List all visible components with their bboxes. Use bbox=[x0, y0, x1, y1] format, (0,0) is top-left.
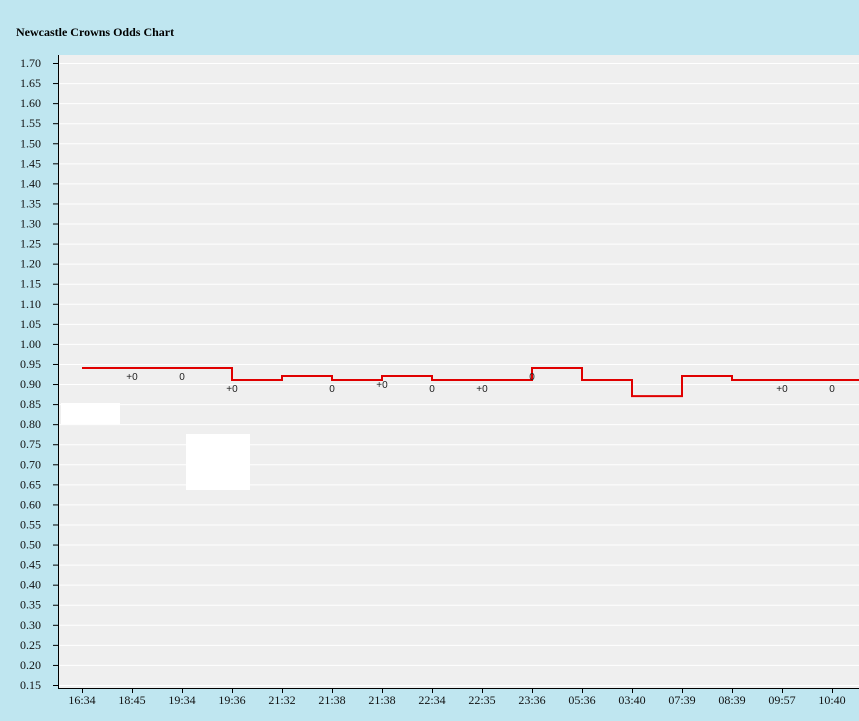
plot-area bbox=[58, 55, 859, 688]
x-tick-label: 09:57 bbox=[768, 693, 795, 707]
y-tick-label: 0.35 bbox=[20, 598, 41, 612]
x-tick-label: 05:36 bbox=[568, 693, 595, 707]
change-label: +0 bbox=[476, 384, 488, 395]
change-label: 0 bbox=[829, 384, 835, 395]
y-tick-label: 0.55 bbox=[20, 517, 41, 531]
y-tick-label: 0.40 bbox=[20, 578, 41, 592]
y-tick-label: 0.60 bbox=[20, 497, 41, 511]
x-tick-label: 21:32 bbox=[268, 693, 295, 707]
y-tick-label: 0.80 bbox=[20, 417, 41, 431]
x-tick-label: 16:34 bbox=[68, 693, 95, 707]
x-tick-label: 22:35 bbox=[468, 693, 495, 707]
y-tick-label: 0.70 bbox=[20, 457, 41, 471]
y-tick-label: 0.90 bbox=[20, 377, 41, 391]
y-tick-label: 1.70 bbox=[20, 56, 41, 70]
y-tick-label: 0.30 bbox=[20, 618, 41, 632]
y-tick-label: 1.25 bbox=[20, 237, 41, 251]
y-tick-label: 0.45 bbox=[20, 558, 41, 572]
x-tick-label: 19:34 bbox=[168, 693, 195, 707]
x-tick-label: 08:39 bbox=[718, 693, 745, 707]
change-label: 0 bbox=[429, 384, 435, 395]
y-tick-label: 0.95 bbox=[20, 357, 41, 371]
change-label: +0 bbox=[226, 384, 238, 395]
y-tick-label: 1.05 bbox=[20, 317, 41, 331]
odds-chart: 1.70 1.65 1.60 1.55 1.50 1.45 1.40 1.35 1.30 1.25… bbox=[20, 55, 859, 707]
change-label: +0 bbox=[126, 372, 138, 383]
y-tick-label: 1.45 bbox=[20, 156, 41, 170]
y-tick-label: 1.10 bbox=[20, 297, 41, 311]
y-tick-label: 1.65 bbox=[20, 76, 41, 90]
x-tick-label: 21:38 bbox=[318, 693, 345, 707]
y-tick-label: 0.25 bbox=[20, 638, 41, 652]
y-tick-label: 0.85 bbox=[20, 397, 41, 411]
x-tick-label: 03:40 bbox=[618, 693, 645, 707]
y-tick-label: 1.60 bbox=[20, 96, 41, 110]
odds-series-line bbox=[82, 366, 859, 398]
y-tick-label: 0.15 bbox=[20, 678, 41, 692]
change-label: +0 bbox=[776, 384, 788, 395]
x-tick-label: 18:45 bbox=[118, 693, 145, 707]
y-tick-label: 1.50 bbox=[20, 136, 41, 150]
y-tick-label: 1.20 bbox=[20, 257, 41, 271]
y-tick-label: 0.20 bbox=[20, 658, 41, 672]
chart-title: Newcastle Crowns Odds Chart bbox=[16, 25, 175, 39]
y-tick-label: 0.65 bbox=[20, 477, 41, 491]
x-tick-label: 21:38 bbox=[368, 693, 395, 707]
x-tick-label: 07:39 bbox=[668, 693, 695, 707]
y-tick-label: 1.55 bbox=[20, 116, 41, 130]
blank-patch bbox=[61, 403, 120, 424]
y-tick-label: 1.30 bbox=[20, 217, 41, 231]
x-tick-label: 22:34 bbox=[418, 693, 445, 707]
x-tick-label: 10:40 bbox=[818, 693, 845, 707]
y-tick-label: 1.35 bbox=[20, 196, 41, 210]
y-tick-label: 1.15 bbox=[20, 277, 41, 291]
change-label: 0 bbox=[179, 372, 185, 383]
y-tick-label: 0.50 bbox=[20, 538, 41, 552]
change-label: 0 bbox=[329, 384, 335, 395]
x-tick-label: 19:36 bbox=[218, 693, 245, 707]
y-tick-label: 0.75 bbox=[20, 437, 41, 451]
change-label: +0 bbox=[376, 380, 388, 391]
y-tick-label: 1.00 bbox=[20, 337, 41, 351]
change-label: 0 bbox=[529, 372, 535, 383]
blank-patch bbox=[186, 434, 250, 490]
x-tick-label: 23:36 bbox=[518, 693, 545, 707]
chart-frame: Newcastle Crowns Odds Chart 1.70 1.65 1.60… bbox=[6, 5, 859, 719]
y-tick-label: 1.40 bbox=[20, 176, 41, 190]
